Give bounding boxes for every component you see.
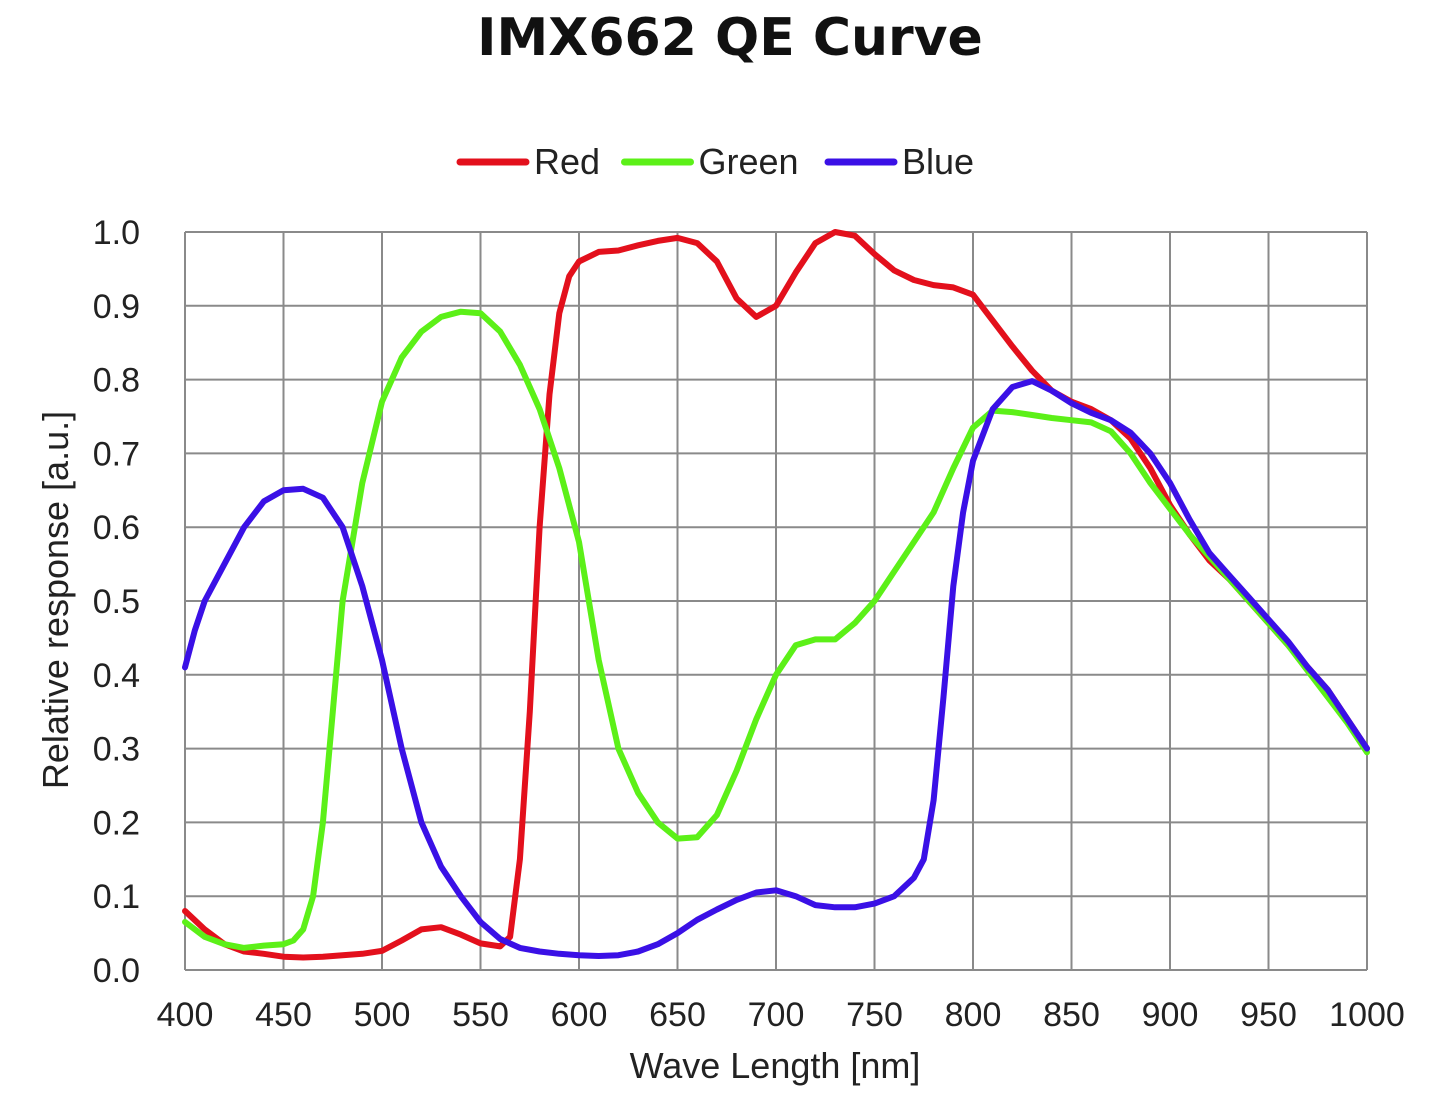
x-tick-label: 450 [255, 996, 312, 1034]
x-axis-ticks: 400 450 500 550 600 650 700 750 800 850 900 950 1000 [157, 996, 1405, 1034]
series-group [182, 229, 1370, 961]
x-tick-label: 650 [649, 996, 706, 1034]
y-tick-label: 0.5 [93, 583, 140, 621]
chart-title: IMX662 QE Curve [477, 8, 983, 68]
x-tick-label: 400 [157, 996, 214, 1034]
y-tick-label: 0.4 [93, 657, 140, 695]
y-tick-label: 0.3 [93, 731, 140, 769]
y-axis-label: Relative response [a.u.] [35, 411, 76, 789]
x-tick-label: 800 [945, 996, 1002, 1034]
x-tick-label: 900 [1142, 996, 1199, 1034]
series-line-red [182, 229, 1370, 961]
y-tick-label: 0.0 [93, 952, 140, 990]
x-tick-label: 550 [452, 996, 509, 1034]
x-tick-label: 500 [354, 996, 411, 1034]
x-tick-label: 750 [846, 996, 903, 1034]
y-tick-label: 0.8 [93, 362, 140, 400]
legend-label-red: Red [534, 141, 600, 182]
x-tick-label: 850 [1043, 996, 1100, 1034]
x-tick-label: 700 [748, 996, 805, 1034]
series-line-blue [182, 378, 1370, 959]
x-tick-label: 950 [1240, 996, 1297, 1034]
series-line-green [182, 308, 1370, 951]
y-tick-label: 0.6 [93, 509, 140, 547]
grid [184, 231, 1368, 971]
y-axis-ticks: 0.0 0.1 0.2 0.3 0.4 0.5 0.6 0.7 0.8 0.9 1.0 [93, 214, 140, 990]
x-axis-label: Wave Length [nm] [630, 1045, 921, 1086]
y-tick-label: 0.2 [93, 804, 140, 842]
x-tick-label: 1000 [1329, 996, 1405, 1034]
legend-label-green: Green [699, 141, 799, 182]
legend-label-blue: Blue [902, 141, 974, 182]
legend: Red Green Blue [456, 141, 974, 182]
y-tick-label: 1.0 [93, 214, 140, 252]
x-tick-label: 600 [551, 996, 608, 1034]
y-tick-label: 0.7 [93, 435, 140, 473]
y-tick-label: 0.1 [93, 878, 140, 916]
y-tick-label: 0.9 [93, 288, 140, 326]
